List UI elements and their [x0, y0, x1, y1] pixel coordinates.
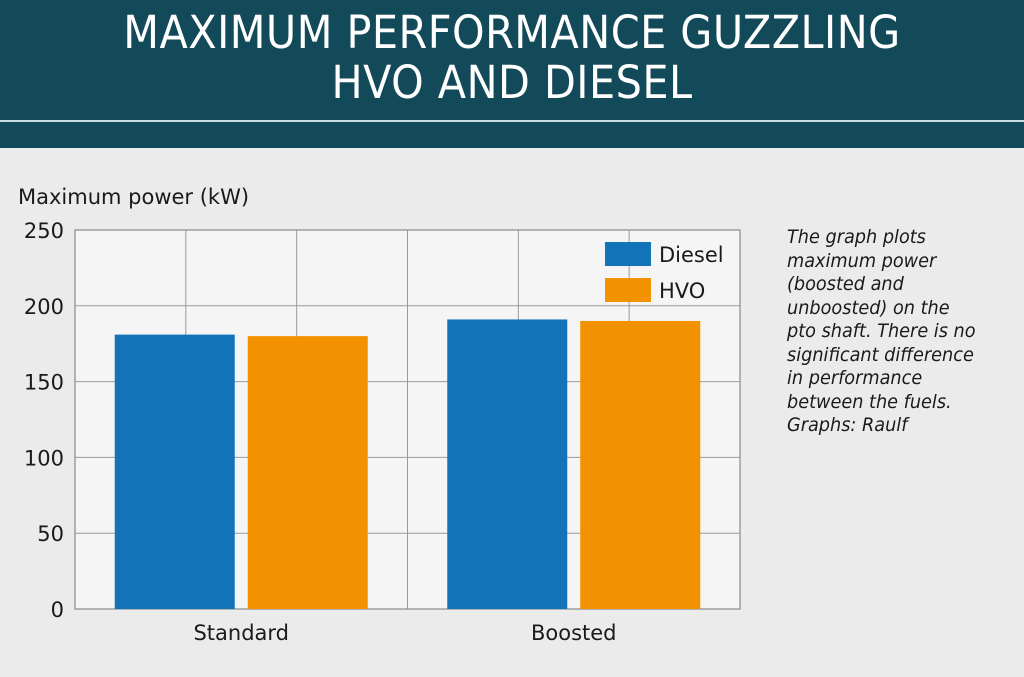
bar-hvo-boosted	[580, 320, 701, 609]
chart-title: MAXIMUM PERFORMANCE GUZZLING HVO AND DIE…	[41, 8, 983, 108]
title-line-2: HVO AND DIESEL	[331, 56, 693, 109]
y-tick-label: 150	[24, 371, 64, 395]
legend-swatch	[605, 242, 651, 266]
title-line-1: MAXIMUM PERFORMANCE GUZZLING	[123, 6, 901, 59]
bar-diesel-boosted	[447, 319, 568, 609]
plot-border	[74, 229, 741, 610]
title-banner: MAXIMUM PERFORMANCE GUZZLING HVO AND DIE…	[0, 0, 1024, 148]
y-tick-label: 50	[37, 522, 64, 546]
x-tick-label: Standard	[193, 621, 289, 645]
y-tick-label: 250	[24, 219, 64, 243]
banner-divider	[0, 120, 1024, 122]
caption-line: significant difference	[787, 343, 974, 366]
caption-line: pto shaft. There is no	[787, 320, 976, 342]
caption-line: Graphs: Raulf	[787, 414, 908, 436]
legend-label: Diesel	[659, 243, 724, 267]
bar-hvo-standard	[247, 336, 368, 609]
bar-diesel-standard	[114, 334, 235, 609]
legend-swatch	[605, 278, 651, 302]
y-axis-label: Maximum power (kW)	[18, 185, 249, 209]
caption-line: (boosted and	[787, 273, 904, 295]
y-tick-label: 100	[24, 446, 64, 470]
bar-chart: Maximum power (kW) 0 50 100 150 200 250 Standar…	[18, 185, 741, 645]
legend-label: HVO	[659, 279, 705, 303]
caption-line: between the fuels.	[787, 390, 952, 413]
y-tick-label: 0	[51, 598, 64, 622]
chart-caption: The graph plots maximum power (boosted a…	[787, 226, 1007, 438]
x-tick-label: Boosted	[531, 621, 617, 645]
y-tick-label: 200	[24, 295, 64, 319]
caption-line: maximum power	[787, 249, 937, 272]
caption-line: in performance	[787, 367, 923, 389]
caption-line: unboosted) on the	[787, 296, 950, 319]
caption-line: The graph plots	[787, 226, 926, 248]
